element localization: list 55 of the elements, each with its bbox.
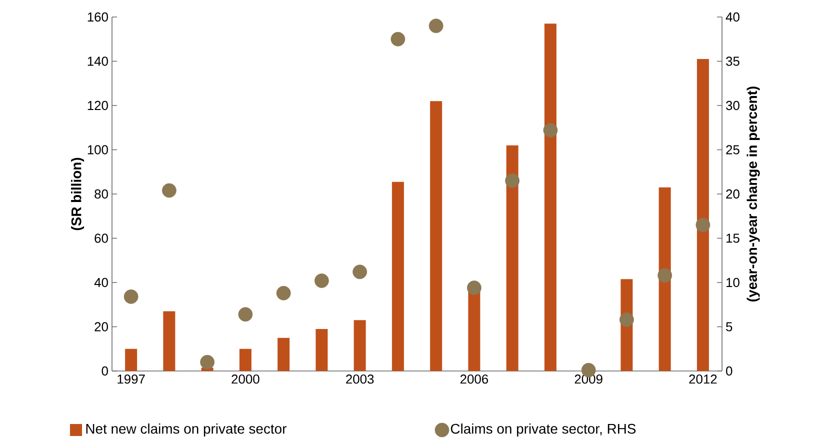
bar: [544, 24, 556, 371]
x-tick-label: 1997: [118, 374, 145, 384]
y2-tick-label: 15: [726, 234, 740, 243]
y-tick-label: 140: [88, 56, 108, 66]
legend-label: Claims on private sector, RHS: [450, 423, 636, 436]
y-tick-label: 20: [94, 322, 108, 332]
bar: [239, 348, 252, 371]
point: [200, 354, 215, 370]
y-tick-label: 100: [88, 145, 108, 154]
y2-tick-label: 20: [726, 189, 740, 199]
y-tick-label: 160: [88, 12, 108, 22]
point: [276, 286, 291, 300]
y2-tick-label: 40: [726, 12, 740, 22]
bar: [506, 145, 518, 371]
y2-tick-label: 0: [726, 366, 732, 376]
point: [314, 274, 329, 288]
point: [428, 18, 444, 34]
y2-tick-label: 25: [726, 145, 740, 154]
y2-tick-label: 5: [726, 322, 732, 332]
y2-tick-label: 10: [726, 278, 740, 288]
y-tick-label: 40: [94, 278, 108, 288]
point: [543, 123, 558, 138]
y-tick-label: 0: [102, 366, 108, 376]
x-tick-label: 2012: [689, 374, 717, 384]
point: [505, 174, 520, 188]
point: [619, 312, 634, 327]
y-tick-label: 80: [94, 189, 108, 199]
x-tick-label: 2000: [232, 374, 260, 384]
y-tick-label: 120: [88, 100, 108, 110]
legend-label: Net new claims on private sector: [86, 423, 286, 436]
y2-tick-label: 30: [726, 100, 740, 110]
point: [352, 264, 368, 280]
y-axis-title: (SR billion): [71, 158, 84, 230]
bar: [468, 289, 480, 371]
bar: [278, 338, 290, 371]
point: [390, 32, 406, 46]
x-tick-label: 2006: [460, 374, 488, 384]
bar: [354, 320, 366, 371]
bar: [125, 348, 138, 371]
y-tick-label: 60: [94, 234, 108, 243]
bar: [316, 328, 328, 371]
bar: [658, 187, 671, 371]
point: [238, 307, 253, 322]
bar: [163, 311, 176, 371]
point: [658, 268, 672, 283]
bar: [392, 182, 404, 371]
point: [124, 289, 138, 304]
bar: [696, 59, 709, 371]
point: [162, 183, 176, 198]
y2-axis-title: (year-on-year change in percent): [746, 86, 760, 302]
y2-tick-label: 35: [726, 56, 740, 66]
bar: [430, 101, 442, 371]
x-tick-label: 2003: [346, 374, 374, 384]
point: [696, 218, 710, 232]
point: [466, 280, 482, 296]
